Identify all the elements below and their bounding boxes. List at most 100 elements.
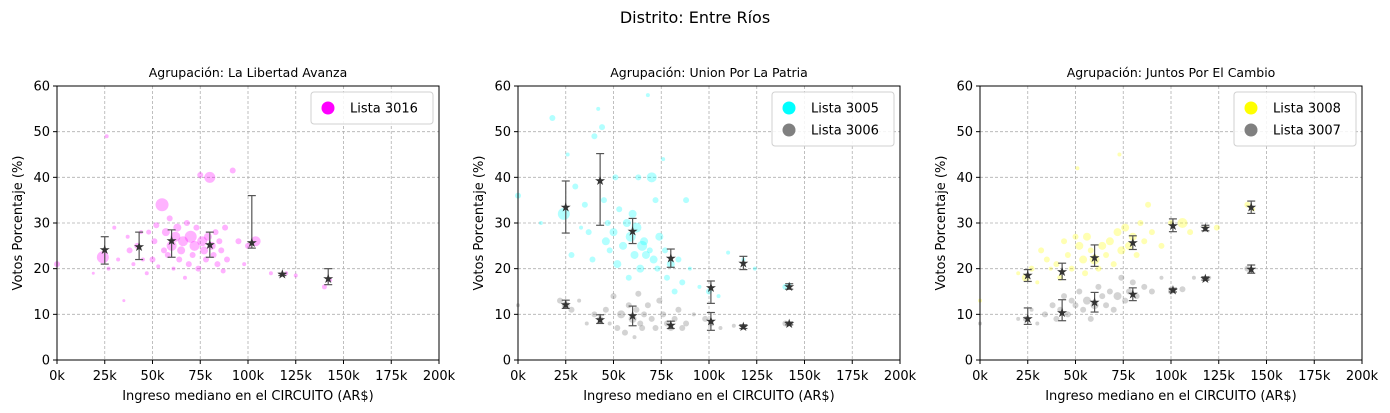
scatter-point [619, 241, 628, 250]
x-tick-label: 100k [693, 369, 726, 384]
figure-title: Distrito: Entre Ríos [619, 8, 771, 27]
scatter-point [146, 229, 152, 235]
scatter-point [538, 221, 543, 225]
scatter-point [200, 246, 209, 255]
scatter-point [1158, 242, 1165, 249]
legend: Lista 3016 [310, 91, 434, 125]
x-tick-label: 175k [375, 369, 408, 384]
scatter-point [1103, 251, 1110, 258]
x-tick-label: 125k [280, 369, 313, 384]
x-tick-label: 200k [884, 369, 917, 384]
scatter-point [683, 197, 690, 204]
scatter-point [1075, 241, 1084, 250]
y-tick-label: 30 [33, 217, 50, 232]
scatter-point [1110, 261, 1117, 268]
legend-marker [782, 101, 796, 115]
scatter-point [1148, 288, 1155, 295]
x-tick-label: 175k [836, 369, 869, 384]
y-tick-label: 50 [494, 125, 511, 140]
scatter-point [197, 236, 208, 247]
scatter-point [613, 260, 622, 269]
scatter-point [177, 246, 186, 255]
scatter-point [1087, 247, 1094, 254]
x-tick-label: 75k [649, 369, 674, 384]
mean-star-marker: ★ [1089, 251, 1101, 266]
scatter-point [639, 325, 646, 332]
mean-star-marker: ★ [560, 298, 572, 313]
scatter-point [687, 266, 692, 271]
scatter-point [1110, 306, 1117, 313]
legend-label: Lista 3016 [350, 102, 418, 117]
mean-star-marker: ★ [705, 281, 717, 296]
scatter-point [1041, 311, 1048, 318]
scatter-point [1035, 280, 1040, 285]
scatter-point [679, 325, 686, 332]
scatter-point [675, 256, 682, 263]
mean-star-marker: ★ [627, 309, 639, 324]
scatter-point [584, 321, 589, 326]
scatter-point [153, 222, 160, 229]
scatter-point [155, 198, 169, 212]
scatter-point [679, 279, 686, 286]
scatter-point [183, 220, 190, 226]
scatter-point [1072, 233, 1079, 240]
legend-label: Lista 3008 [1273, 102, 1341, 117]
scatter-point [1082, 270, 1089, 277]
x-tick-label: 50k [140, 369, 165, 384]
mean-star-marker: ★ [1200, 222, 1212, 237]
scatter-point [171, 266, 176, 271]
scatter-point [645, 93, 650, 98]
mean-star-marker: ★ [1245, 263, 1257, 278]
panel-title: Agrupación: Juntos Por El Cambio [1067, 65, 1276, 80]
scatter-point [585, 229, 592, 236]
x-tick-label: 125k [741, 369, 774, 384]
scatter-point [122, 299, 126, 303]
scatter-point [752, 266, 757, 271]
scatter-point [1068, 297, 1075, 304]
scatter-point [212, 229, 219, 236]
mean-star-marker: ★ [665, 318, 677, 333]
scatter-point [195, 265, 202, 272]
panel-1: ★ ★ ★ ★ ★ ★ ★ 0k 25k 50k 75k 100k 125k 150k 175k 200k 0 1… [11, 65, 456, 404]
scatter-point [661, 157, 666, 162]
scatter-point [185, 261, 192, 268]
legend-marker [321, 101, 335, 115]
y-tick-label: 0 [503, 354, 511, 369]
scatter-point [1113, 292, 1122, 301]
legend-marker [1244, 101, 1258, 115]
scatter-point [625, 274, 632, 281]
scatter-point [637, 320, 644, 327]
scatter-point [1213, 224, 1220, 231]
scatter-point [1049, 302, 1056, 309]
scatter-point [718, 326, 723, 331]
legend-label: Lista 3005 [811, 102, 879, 117]
scatter-point [1082, 296, 1091, 305]
mean-star-marker: ★ [133, 240, 145, 255]
scatter-point [1064, 311, 1071, 318]
scatter-point [112, 225, 117, 230]
x-tick-label: 50k [601, 369, 626, 384]
scatter-point [170, 231, 181, 242]
scatter-point [1095, 265, 1102, 272]
x-tick-label: 75k [1111, 369, 1136, 384]
scatter-point [625, 302, 632, 309]
y-tick-label: 10 [956, 308, 973, 323]
mean-star-marker: ★ [322, 272, 334, 287]
scatter-point [235, 238, 242, 245]
x-tick-label: 25k [1016, 369, 1041, 384]
scatter-point [116, 257, 121, 262]
scatter-point [617, 310, 626, 319]
scatter-point [1122, 297, 1129, 304]
scatter-point [636, 264, 645, 273]
legend-box [771, 91, 895, 147]
scatter-point [726, 250, 731, 255]
x-tick-label: 75k [188, 369, 213, 384]
scatter-point [1187, 229, 1194, 236]
y-tick-label: 40 [956, 171, 973, 186]
scatter-point [222, 224, 229, 231]
scatter-point [600, 197, 607, 204]
scatter-point [631, 222, 642, 233]
x-tick-label: 0k [49, 369, 65, 384]
y-tick-label: 60 [494, 80, 511, 95]
scatter-point [1159, 275, 1164, 280]
